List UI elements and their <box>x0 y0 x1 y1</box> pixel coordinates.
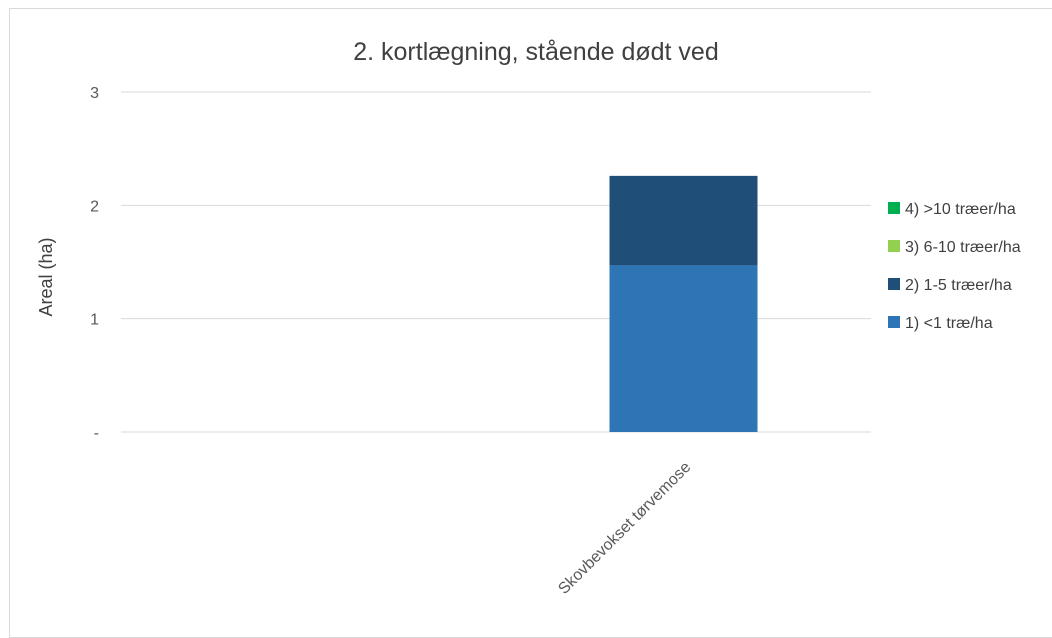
x-axis-ticks: Skovbevokset tørvemose <box>555 459 694 598</box>
y-tick-label: 2 <box>90 198 99 215</box>
bar-segment <box>609 175 758 266</box>
chart-title: 2. kortlægning, stående dødt ved <box>353 38 719 66</box>
legend-swatch <box>888 202 900 214</box>
legend-swatch <box>888 316 900 328</box>
bar-segment <box>609 265 758 432</box>
y-tick-label: 1 <box>90 312 99 329</box>
legend-label: 3) 6-10 træer/ha <box>905 239 1021 256</box>
x-tick-label: Skovbevokset tørvemose <box>555 459 694 598</box>
y-tick-label: 3 <box>90 85 99 102</box>
gridlines <box>121 91 871 433</box>
bars <box>609 175 758 432</box>
legend: 4) >10 træer/ha 3) 6-10 træer/ha 2) 1-5 tr… <box>888 201 1021 332</box>
legend-swatch <box>888 240 900 252</box>
legend-label: 4) >10 træer/ha <box>905 201 1016 218</box>
y-tick-label: - <box>94 425 99 442</box>
y-axis-ticks: - 1 2 3 <box>90 85 99 442</box>
legend-label: 1) <1 træ/ha <box>905 315 993 332</box>
y-axis-title: Areal (ha) <box>36 237 56 316</box>
legend-label: 2) 1-5 træer/ha <box>905 277 1012 294</box>
legend-swatch <box>888 278 900 290</box>
